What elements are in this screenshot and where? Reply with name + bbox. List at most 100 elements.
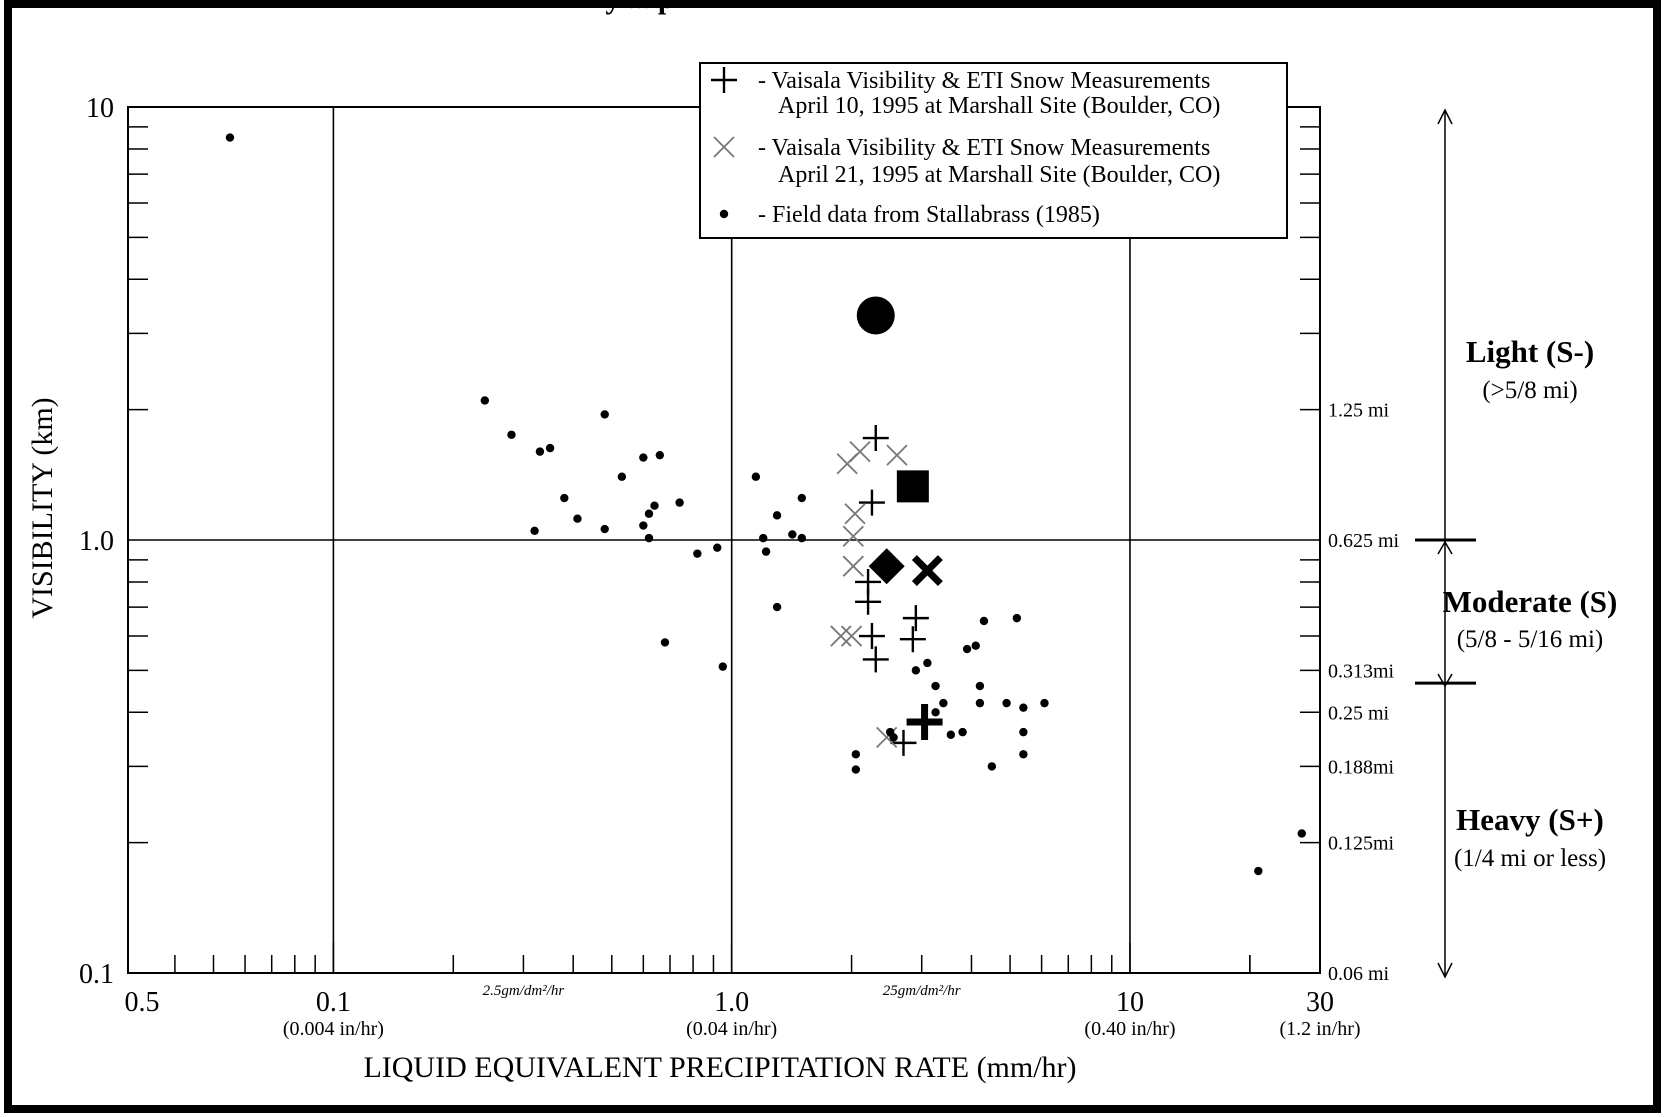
data-point-x: [842, 525, 864, 547]
x-axis-annotation: 25gm/dm²/hr: [883, 983, 961, 999]
data-point-dot: [851, 765, 861, 774]
arrow-head-down: [1437, 962, 1453, 979]
right-axis-label: 0.125mi: [1328, 833, 1395, 855]
data-point-plus: [858, 623, 885, 650]
data-point-dot: [1019, 703, 1028, 712]
x-tick-sublabel: (1.2 in/hr): [1279, 1018, 1360, 1040]
y-tick-label: 10: [86, 93, 114, 124]
x-tick-label: 30: [1306, 987, 1334, 1018]
legend-text-line1: - Field data from Stallabrass (1985): [758, 202, 1100, 228]
data-point-plus: [899, 626, 926, 653]
data-point-dot: [911, 666, 921, 675]
data-point-dot: [530, 526, 539, 536]
data-point-dot: [1297, 829, 1306, 838]
arrow-head-up: [1437, 108, 1453, 125]
data-point-plus: [862, 646, 889, 673]
data-point-x: [886, 444, 908, 466]
data-point-dot: [1012, 613, 1022, 623]
x-tick-sublabel: (0.004 in/hr): [283, 1018, 384, 1040]
right-axis-label: 0.25 mi: [1328, 702, 1390, 724]
right-axis-label: 0.625 mi: [1328, 530, 1400, 552]
y-tick-label: 0.1: [79, 959, 114, 990]
data-point-dot: [772, 602, 782, 612]
legend-text-line1: - Vaisala Visibility & ETI Snow Measurem…: [758, 135, 1210, 161]
intensity-band-label: Moderate (S): [1443, 584, 1618, 619]
right-axis-label: 0.313mi: [1328, 660, 1395, 682]
data-point-dot: [545, 443, 555, 453]
data-point-dot: [718, 662, 728, 671]
intensity-band-label: Heavy (S+): [1456, 802, 1604, 837]
intensity-band-label: Light (S-): [1466, 334, 1594, 369]
legend-marker-dot: [719, 209, 729, 219]
data-point-dot: [851, 750, 861, 759]
data-point-dot: [797, 493, 807, 503]
data-point-dot: [971, 641, 980, 650]
intensity-band-sublabel: (5/8 - 5/16 mi): [1457, 626, 1604, 653]
arrow-head-moderate-top: [1437, 540, 1453, 555]
legend-text-line1: - Vaisala Visibility & ETI Snow Measurem…: [758, 68, 1210, 94]
data-point-dot: [225, 133, 235, 142]
data-point-dot: [713, 543, 722, 552]
legend-marker-x: [713, 136, 735, 158]
data-point-dot: [639, 453, 648, 462]
data-point-dot: [931, 708, 940, 717]
data-point-dot: [600, 410, 609, 419]
data-point-x: [830, 625, 852, 647]
data-point-plus: [855, 588, 882, 615]
x-tick-label: 1.0: [714, 987, 749, 1018]
large-marker-diamond: [868, 548, 905, 585]
right-axis-label: 1.25 mi: [1328, 400, 1390, 422]
data-point-dot: [759, 533, 768, 543]
title-area: y ... p: [605, 0, 674, 15]
data-marks: [225, 133, 1306, 876]
data-point-plus: [862, 425, 889, 452]
legend: - Vaisala Visibility & ETI Snow Measurem…: [699, 62, 1288, 239]
data-point-x: [840, 625, 863, 647]
data-point-x: [842, 555, 864, 577]
data-point-plus: [858, 489, 885, 516]
data-point-dot: [560, 493, 569, 503]
data-point-dot: [675, 498, 684, 507]
data-point-dot: [788, 530, 797, 539]
data-point-dot: [600, 524, 609, 534]
data-point-dot: [639, 521, 648, 530]
data-point-dot: [1254, 866, 1263, 876]
legend-marker-plus: [711, 67, 737, 93]
data-point-dot: [660, 638, 670, 647]
data-point-dot: [958, 727, 967, 737]
data-point-dot: [761, 547, 771, 556]
legend-text-line2: April 21, 1995 at Marshall Site (Boulder…: [778, 162, 1220, 188]
x-axis-label: LIQUID EQUIVALENT PRECIPITATION RATE (mm…: [363, 1051, 1076, 1084]
data-point-dot: [693, 549, 702, 558]
data-point-dot: [1002, 698, 1011, 708]
data-point-dot: [507, 430, 516, 439]
data-point-dot: [772, 511, 782, 520]
data-point-dot: [975, 681, 985, 691]
x-tick-label: 10: [1116, 987, 1144, 1018]
intensity-band-sublabel: (1/4 mi or less): [1454, 845, 1606, 872]
data-point-dot: [939, 698, 948, 708]
y-axis-label: VISIBILITY (km): [26, 397, 59, 618]
arrow-head-moderate: [1437, 673, 1453, 688]
axes: 0.1(0.004 in/hr)1.0(0.04 in/hr)10(0.40 i…: [79, 93, 1361, 1040]
data-point-dot: [644, 533, 654, 543]
legend-text-line2: April 10, 1995 at Marshall Site (Boulder…: [778, 93, 1220, 119]
x-tick-sublabel: (0.04 in/hr): [686, 1018, 777, 1040]
data-point-dot: [1019, 750, 1028, 759]
legend-box: [699, 62, 1288, 239]
data-point-dot: [987, 762, 997, 771]
data-point-dot: [1019, 727, 1028, 737]
data-point-dot: [751, 472, 761, 481]
right-axis-label: 0.188mi: [1328, 756, 1395, 778]
data-point-x: [849, 440, 871, 463]
right-axis-label: 0.06 mi: [1328, 963, 1390, 985]
data-point-dot: [946, 730, 956, 739]
data-point-dot: [931, 681, 940, 691]
intensity-scale: 1.25 mi 0.625 mi 0.313mi 0.25 mi 0.188mi 0.12…: [1328, 108, 1618, 985]
data-point-plus: [902, 605, 929, 632]
data-point-dot: [535, 447, 545, 456]
data-point-dot: [644, 509, 654, 518]
data-point-dot: [573, 514, 582, 523]
data-point-dot: [650, 501, 659, 510]
